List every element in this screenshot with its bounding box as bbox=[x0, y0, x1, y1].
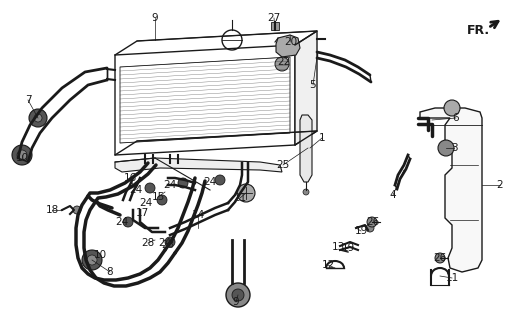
Text: 21: 21 bbox=[234, 193, 247, 203]
Circle shape bbox=[12, 145, 32, 165]
Text: 27: 27 bbox=[267, 13, 281, 23]
Polygon shape bbox=[295, 31, 317, 145]
Circle shape bbox=[34, 114, 42, 122]
Text: 22: 22 bbox=[277, 57, 291, 67]
Circle shape bbox=[237, 184, 255, 202]
Circle shape bbox=[275, 57, 289, 71]
Text: 1: 1 bbox=[319, 133, 326, 143]
Text: 3: 3 bbox=[451, 143, 457, 153]
Text: 24: 24 bbox=[129, 185, 143, 195]
Text: 5: 5 bbox=[310, 80, 316, 90]
Polygon shape bbox=[420, 108, 482, 272]
Text: 24: 24 bbox=[115, 217, 129, 227]
Circle shape bbox=[17, 150, 27, 160]
Circle shape bbox=[367, 217, 377, 227]
Text: 28: 28 bbox=[142, 238, 155, 248]
Text: 6: 6 bbox=[453, 113, 459, 123]
Text: 26: 26 bbox=[433, 253, 447, 263]
Circle shape bbox=[226, 283, 250, 307]
Text: 7: 7 bbox=[25, 95, 31, 105]
Text: 18: 18 bbox=[45, 205, 59, 215]
Text: 9: 9 bbox=[233, 297, 239, 307]
Polygon shape bbox=[300, 115, 312, 182]
Text: 24: 24 bbox=[164, 180, 177, 190]
Text: 24: 24 bbox=[158, 238, 172, 248]
Text: 20: 20 bbox=[285, 37, 297, 47]
Text: 25: 25 bbox=[276, 160, 290, 170]
Circle shape bbox=[232, 289, 244, 301]
Circle shape bbox=[29, 109, 47, 127]
Circle shape bbox=[73, 206, 81, 214]
Circle shape bbox=[438, 140, 454, 156]
Bar bbox=[271, 22, 279, 30]
Circle shape bbox=[123, 217, 133, 227]
Text: 23: 23 bbox=[161, 240, 175, 250]
Text: 10: 10 bbox=[15, 153, 29, 163]
Text: 17: 17 bbox=[135, 208, 149, 218]
Circle shape bbox=[366, 224, 374, 232]
Text: 14: 14 bbox=[192, 210, 204, 220]
Text: 26: 26 bbox=[366, 217, 380, 227]
Text: 15: 15 bbox=[151, 192, 165, 202]
Text: 2: 2 bbox=[497, 180, 503, 190]
Text: 9: 9 bbox=[152, 13, 158, 23]
Circle shape bbox=[444, 100, 460, 116]
Text: 19: 19 bbox=[341, 243, 355, 253]
Circle shape bbox=[303, 189, 309, 195]
Text: 24: 24 bbox=[140, 198, 153, 208]
Circle shape bbox=[165, 237, 175, 247]
Polygon shape bbox=[276, 35, 300, 57]
Text: 12: 12 bbox=[321, 260, 335, 270]
Circle shape bbox=[435, 253, 445, 263]
Text: 11: 11 bbox=[446, 273, 459, 283]
Circle shape bbox=[87, 255, 97, 265]
Circle shape bbox=[178, 178, 188, 188]
Circle shape bbox=[145, 183, 155, 193]
Text: 16: 16 bbox=[123, 173, 136, 183]
Polygon shape bbox=[115, 158, 282, 172]
Text: 24: 24 bbox=[203, 177, 217, 187]
Text: 13: 13 bbox=[331, 242, 344, 252]
Circle shape bbox=[82, 250, 102, 270]
Text: 8: 8 bbox=[107, 267, 113, 277]
Text: 4: 4 bbox=[390, 190, 397, 200]
Text: 19: 19 bbox=[354, 226, 367, 236]
Circle shape bbox=[157, 195, 167, 205]
Circle shape bbox=[215, 175, 225, 185]
Text: FR.: FR. bbox=[467, 23, 490, 36]
Text: 10: 10 bbox=[94, 250, 107, 260]
